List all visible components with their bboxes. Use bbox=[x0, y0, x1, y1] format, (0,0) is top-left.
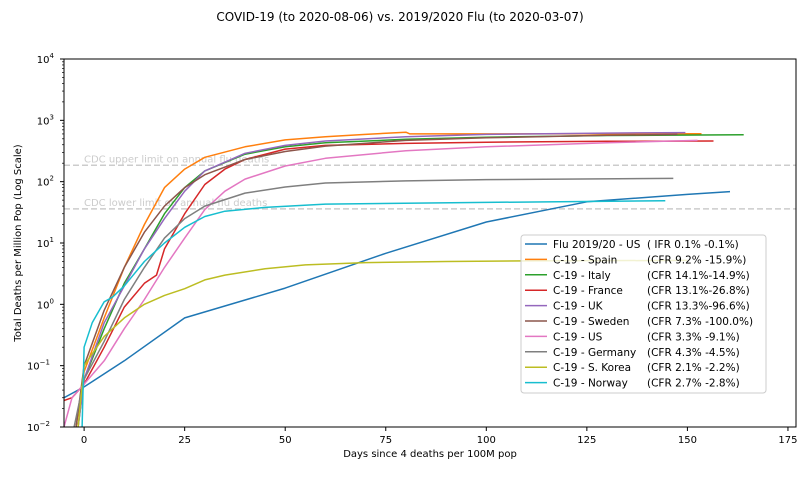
y-tick-label: 104 bbox=[37, 52, 55, 66]
legend-note: (CFR 13.1%-26.8%) bbox=[647, 285, 750, 297]
y-tick-label: 100 bbox=[37, 297, 54, 311]
legend-note: (CFR 2.1% -2.2%) bbox=[647, 362, 740, 374]
y-tick-label: 101 bbox=[37, 236, 54, 250]
legend-label: C-19 - Spain bbox=[553, 254, 617, 266]
legend-label: C-19 - S. Korea bbox=[553, 362, 631, 374]
legend: Flu 2019/20 - US ( IFR 0.1% -0.1%) C-19 - … bbox=[520, 234, 767, 394]
x-tick-label: 125 bbox=[577, 435, 596, 446]
x-tick-label: 175 bbox=[778, 435, 797, 446]
x-axis-label: Days since 4 deaths per 100M pop bbox=[343, 449, 517, 460]
legend-note: (CFR 9.2% -15.9%) bbox=[647, 254, 746, 266]
y-axis-label: Total Deaths per Million Pop (Log Scale) bbox=[13, 144, 24, 342]
series-line-c-19-uk bbox=[77, 131, 686, 427]
legend-note: (CFR 3.3% -9.1%) bbox=[647, 331, 740, 343]
reference-line-label-0: CDC upper limit on annual flu deaths bbox=[84, 154, 269, 165]
legend-label: Flu 2019/20 - US bbox=[553, 239, 641, 251]
series-line-c-19-us bbox=[64, 139, 698, 427]
series-line-c-19-spain bbox=[75, 131, 702, 427]
x-axis: 0 25 50 75 100 125 150 175 bbox=[81, 427, 798, 446]
legend-label: C-19 - France bbox=[553, 285, 623, 297]
chart-title: COVID-19 (to 2020-08-06) vs. 2019/2020 F… bbox=[216, 10, 583, 24]
legend-label: C-19 - US bbox=[553, 331, 603, 343]
x-tick-label: 50 bbox=[279, 435, 292, 446]
legend-label: C-19 - Italy bbox=[553, 270, 611, 282]
legend-label: C-19 - UK bbox=[553, 301, 604, 313]
plot-area: CDC upper limit on annual flu deathsCDC … bbox=[64, 131, 796, 427]
series-line-c-19-norway bbox=[81, 199, 666, 427]
legend-note: (CFR 14.1%-14.9%) bbox=[647, 270, 750, 282]
legend-note: ( IFR 0.1% -0.1%) bbox=[647, 239, 739, 251]
x-tick-label: 150 bbox=[678, 435, 697, 446]
legend-box bbox=[520, 234, 767, 394]
legend-note: (CFR 7.3% -100.0%) bbox=[647, 316, 753, 328]
y-axis: 10−2 10−1 100 101 102 103 104 bbox=[27, 52, 64, 434]
series-line-flu-2019-20-us bbox=[64, 190, 731, 399]
x-tick-label: 0 bbox=[81, 435, 87, 446]
legend-label: C-19 - Norway bbox=[553, 378, 628, 390]
legend-note: (CFR 2.7% -2.8%) bbox=[647, 378, 740, 390]
legend-note: (CFR 4.3% -4.5%) bbox=[647, 347, 740, 359]
legend-note: (CFR 13.3%-96.6%) bbox=[647, 301, 750, 313]
series-line-c-19-s-korea bbox=[77, 259, 688, 427]
y-tick-label: 102 bbox=[37, 175, 54, 189]
y-tick-label: 10−1 bbox=[27, 359, 50, 373]
legend-label: C-19 - Germany bbox=[553, 347, 636, 359]
x-tick-label: 75 bbox=[379, 435, 392, 446]
x-tick-label: 25 bbox=[178, 435, 191, 446]
y-tick-label: 103 bbox=[37, 113, 54, 127]
series-line-c-19-france bbox=[64, 140, 714, 402]
y-tick-label: 10−2 bbox=[27, 420, 50, 434]
series-line-c-19-sweden bbox=[75, 133, 678, 427]
x-tick-label: 100 bbox=[477, 435, 496, 446]
legend-label: C-19 - Sweden bbox=[553, 316, 629, 328]
